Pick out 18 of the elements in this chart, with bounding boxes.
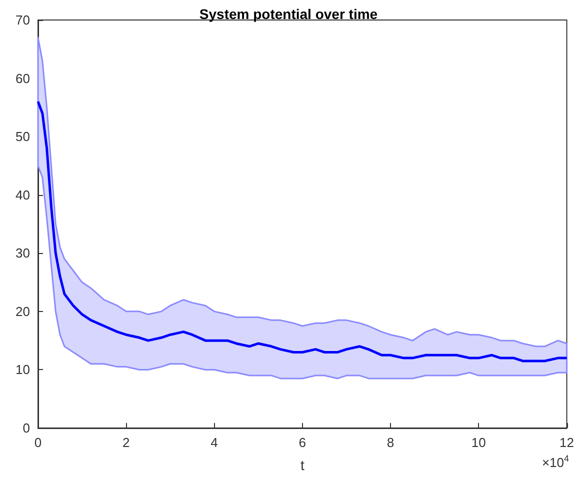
x-tick-label: 2	[122, 435, 130, 450]
y-tick-label: 70	[16, 12, 30, 28]
x-tick-label: 6	[298, 435, 306, 450]
y-tick-label: 40	[16, 187, 30, 202]
y-tick-label: 10	[16, 362, 30, 378]
x-axis-title: t	[300, 457, 304, 473]
y-tick-label: 30	[16, 246, 30, 261]
x-tick-label: 12	[560, 435, 574, 450]
line-series	[36, 100, 568, 362]
x-tick-label: 10	[471, 435, 486, 450]
x-tick-label: 8	[386, 435, 394, 450]
x-tick-label: 4	[210, 435, 218, 450]
y-tick-label: 60	[16, 70, 30, 86]
x-tick-label: 0	[34, 435, 42, 450]
y-tick-label: 50	[16, 129, 30, 144]
y-tick-label: 20	[16, 304, 30, 319]
y-tick-label: 0	[22, 420, 30, 436]
chart-title: System potential over time	[199, 6, 378, 22]
